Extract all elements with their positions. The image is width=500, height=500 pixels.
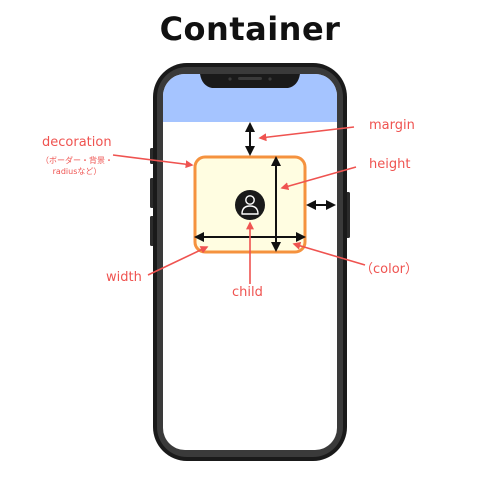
notch-speaker bbox=[238, 77, 262, 80]
notch-camera-right bbox=[268, 77, 272, 81]
height-pointer-arrow bbox=[280, 166, 357, 191]
color-pointer-arrow bbox=[292, 241, 366, 266]
decoration-label: decoration bbox=[42, 135, 112, 150]
width-pointer-arrow bbox=[147, 246, 209, 276]
decoration-note-line1: （ボーダー・背景・ bbox=[41, 156, 113, 165]
person-icon bbox=[235, 190, 265, 220]
height-label: height bbox=[369, 157, 411, 172]
child-label: child bbox=[232, 285, 263, 300]
margin-label: margin bbox=[369, 118, 415, 133]
phone-notch bbox=[200, 74, 300, 88]
margin-pointer-arrow bbox=[258, 126, 355, 142]
decoration-pointer-arrow bbox=[112, 154, 194, 169]
page-title: Container bbox=[159, 10, 341, 48]
width-label: width bbox=[106, 270, 142, 285]
notch-camera-left bbox=[228, 77, 232, 81]
decoration-note-line2: radiusなど） bbox=[52, 167, 102, 176]
color-label: （color） bbox=[360, 262, 419, 277]
